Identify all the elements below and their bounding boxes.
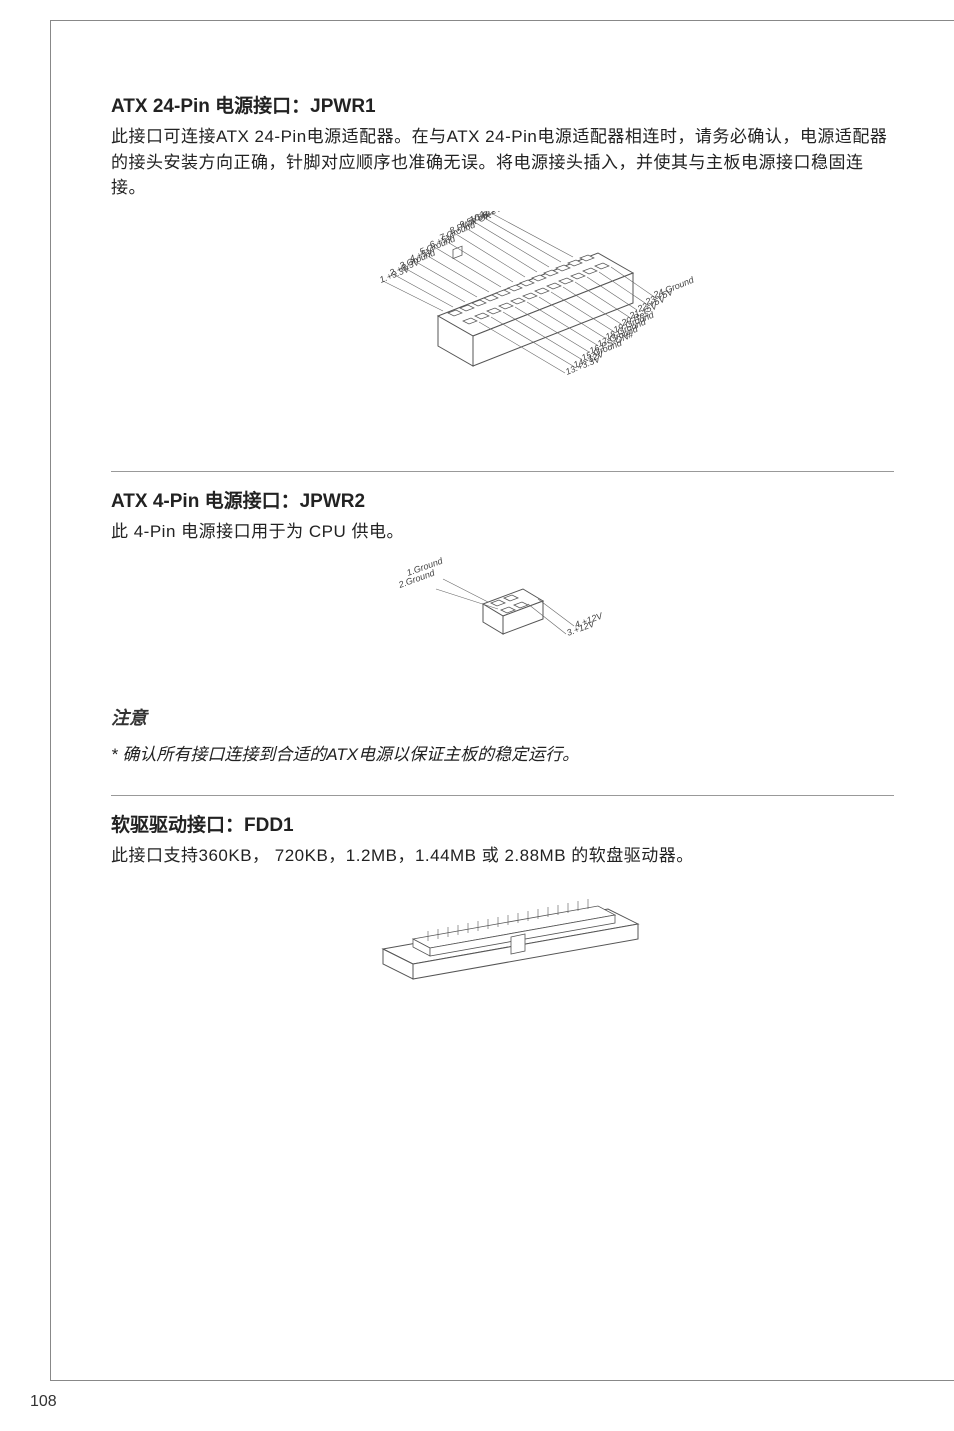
section3-body: 此接口支持360KB， 720KB，1.2MB，1.44MB 或 2.88MB … (111, 843, 894, 869)
page-frame: ATX 24-Pin 电源接口：JPWR1 此接口可连接ATX 24-Pin电源… (50, 20, 954, 1381)
page-number: 108 (30, 1393, 57, 1411)
page-content: ATX 24-Pin 电源接口：JPWR1 此接口可连接ATX 24-Pin电源… (51, 21, 954, 989)
jpwr1-diagram: 12.+3.3V 11.+3.3V 10.+12V 9.5VSB 8.PWR O… (111, 211, 894, 441)
divider-1 (111, 471, 894, 472)
section1-title: ATX 24-Pin 电源接口：JPWR1 (111, 91, 894, 118)
section1-body: 此接口可连接ATX 24-Pin电源适配器。在与ATX 24-Pin电源适配器相… (111, 124, 894, 201)
divider-2 (111, 795, 894, 796)
note-title: 注意 (111, 704, 894, 730)
section2-body: 此 4-Pin 电源接口用于为 CPU 供电。 (111, 519, 894, 545)
jpwr2-diagram: 1.Ground 2.Ground 3.+12V 4.+12V (111, 554, 894, 674)
section3-title: 软驱驱动接口：FDD1 (111, 810, 894, 837)
note-text: * 确认所有接口连接到合适的ATX电源以保证主板的稳定运行。 (111, 740, 894, 765)
fdd1-diagram (111, 879, 894, 989)
section2-title: ATX 4-Pin 电源接口：JPWR2 (111, 486, 894, 513)
